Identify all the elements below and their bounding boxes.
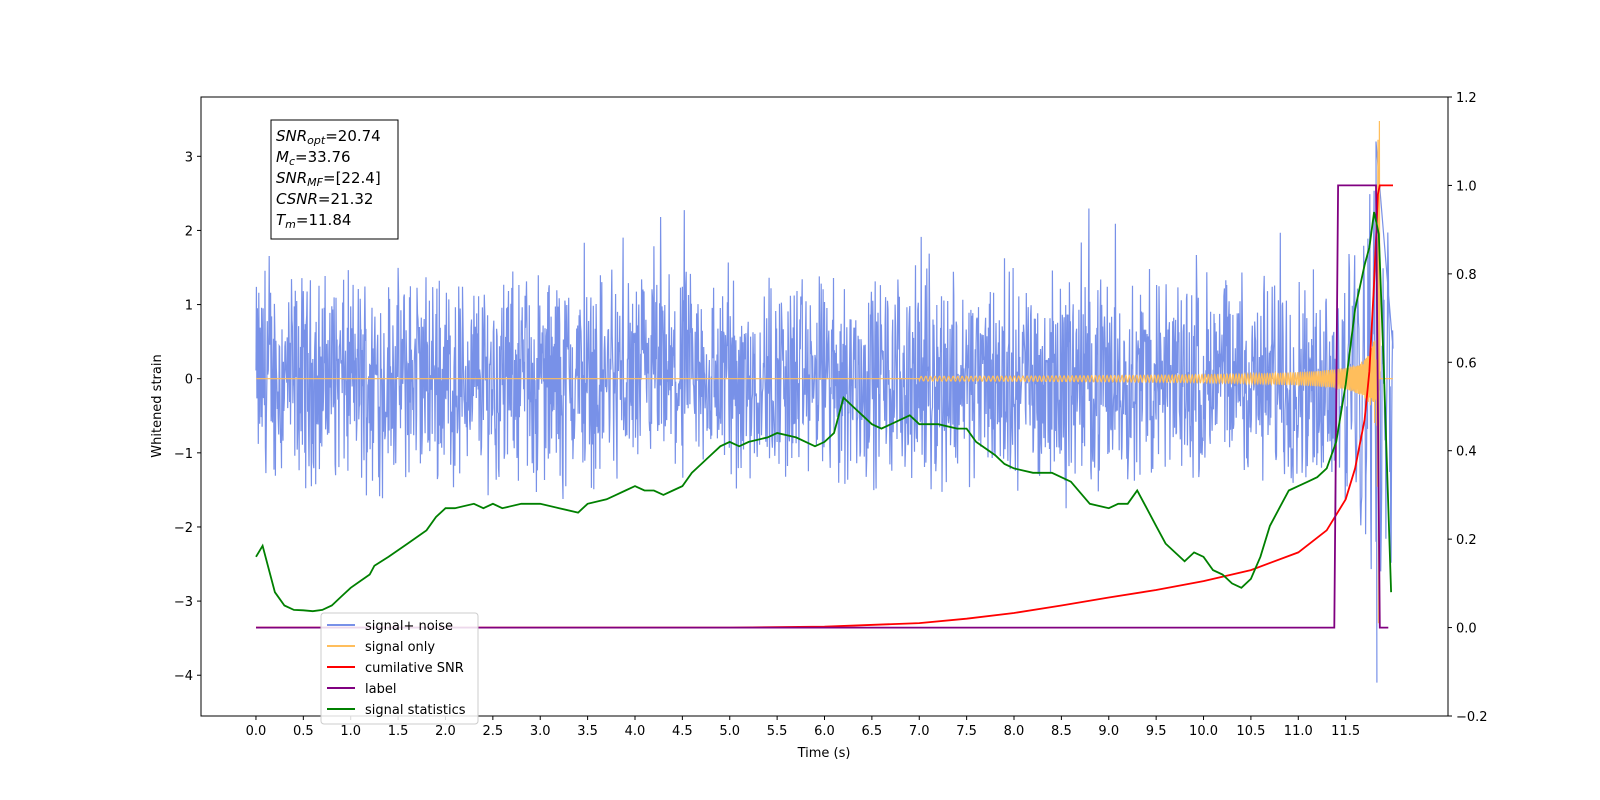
series-line-signal-statistics bbox=[255, 211, 1392, 613]
series-line-signal-noise bbox=[255, 141, 1394, 683]
y-tick-label: 2 bbox=[185, 224, 193, 239]
x-tick-label: 10.5 bbox=[1236, 724, 1265, 739]
y-tick-label: 3 bbox=[185, 150, 193, 165]
legend-frame bbox=[320, 612, 479, 725]
y2-tick-label: 0.0 bbox=[1456, 622, 1477, 637]
series-line-label bbox=[256, 184, 1389, 629]
annotation-line: SNRopt=20.74 bbox=[276, 127, 381, 147]
y-axis-label: Whitened strain bbox=[150, 354, 165, 457]
x-tick-label: 8.5 bbox=[1051, 724, 1072, 739]
legend: signal+ noise signal only cumilative SNR la… bbox=[320, 612, 479, 725]
x-tick-label: 1.0 bbox=[340, 724, 361, 739]
x-tick-label: 11.5 bbox=[1331, 724, 1360, 739]
x-tick-label: 4.0 bbox=[625, 724, 646, 739]
y2-tick-label: 0.2 bbox=[1456, 533, 1477, 548]
annotation-line: Mc=33.76 bbox=[276, 148, 351, 168]
x-tick-label: 5.0 bbox=[719, 724, 740, 739]
annotation-line: Tm=11.84 bbox=[276, 211, 351, 231]
x-tick-label: 5.5 bbox=[767, 724, 788, 739]
x-tick-label: 7.0 bbox=[909, 724, 930, 739]
legend-entry-label: signal+ noise bbox=[365, 619, 453, 634]
y-tick-label: 1 bbox=[185, 299, 193, 314]
y2-tick-label: 1.0 bbox=[1456, 179, 1477, 194]
x-tick-label: 10.0 bbox=[1189, 724, 1218, 739]
stats-annotation-box: SNRopt=20.74Mc=33.76SNRMF=[22.4]CSNR=21.… bbox=[270, 119, 399, 240]
x-tick-label: 11.0 bbox=[1284, 724, 1313, 739]
y-tick-label: −2 bbox=[174, 521, 193, 536]
x-tick-label: 7.5 bbox=[956, 724, 977, 739]
y-tick-label: 0 bbox=[185, 373, 193, 388]
y-tick-label: −1 bbox=[174, 447, 193, 462]
x-tick-label: 0.0 bbox=[246, 724, 267, 739]
legend-entry-label: cumilative SNR bbox=[365, 661, 464, 676]
x-tick-label: 2.0 bbox=[435, 724, 456, 739]
x-tick-label: 6.5 bbox=[862, 724, 883, 739]
x-tick-label: 3.0 bbox=[530, 724, 551, 739]
x-tick-label: 6.0 bbox=[814, 724, 835, 739]
x-tick-label: 8.0 bbox=[1004, 724, 1025, 739]
y2-tick-label: 0.6 bbox=[1456, 356, 1477, 371]
x-axis-label: Time (s) bbox=[797, 746, 851, 761]
x-tick-label: 3.5 bbox=[577, 724, 598, 739]
annotation-line: CSNR=21.32 bbox=[276, 190, 373, 208]
legend-entry-label: signal statistics bbox=[365, 703, 466, 718]
x-tick-label: 9.0 bbox=[1098, 724, 1119, 739]
y2-tick-label: 0.4 bbox=[1456, 445, 1477, 460]
x-tick-label: 1.5 bbox=[388, 724, 409, 739]
legend-entry-label: signal only bbox=[365, 640, 435, 655]
y2-tick-label: 1.2 bbox=[1456, 91, 1477, 106]
x-tick-label: 2.5 bbox=[483, 724, 504, 739]
x-tick-label: 0.5 bbox=[293, 724, 314, 739]
y-tick-label: −4 bbox=[174, 669, 193, 684]
y2-tick-label: 0.8 bbox=[1456, 268, 1477, 283]
annotation-line: SNRMF=[22.4] bbox=[276, 169, 381, 189]
legend-entry-label: label bbox=[365, 682, 396, 697]
series-line-signal-only bbox=[256, 120, 1393, 624]
series-line-cumulative-snr bbox=[256, 184, 1393, 629]
x-tick-label: 9.5 bbox=[1146, 724, 1167, 739]
annotation-box-frame bbox=[270, 119, 399, 240]
y2-tick-label: −0.2 bbox=[1456, 710, 1488, 725]
x-tick-label: 4.5 bbox=[672, 724, 693, 739]
y-tick-label: −3 bbox=[174, 595, 193, 610]
